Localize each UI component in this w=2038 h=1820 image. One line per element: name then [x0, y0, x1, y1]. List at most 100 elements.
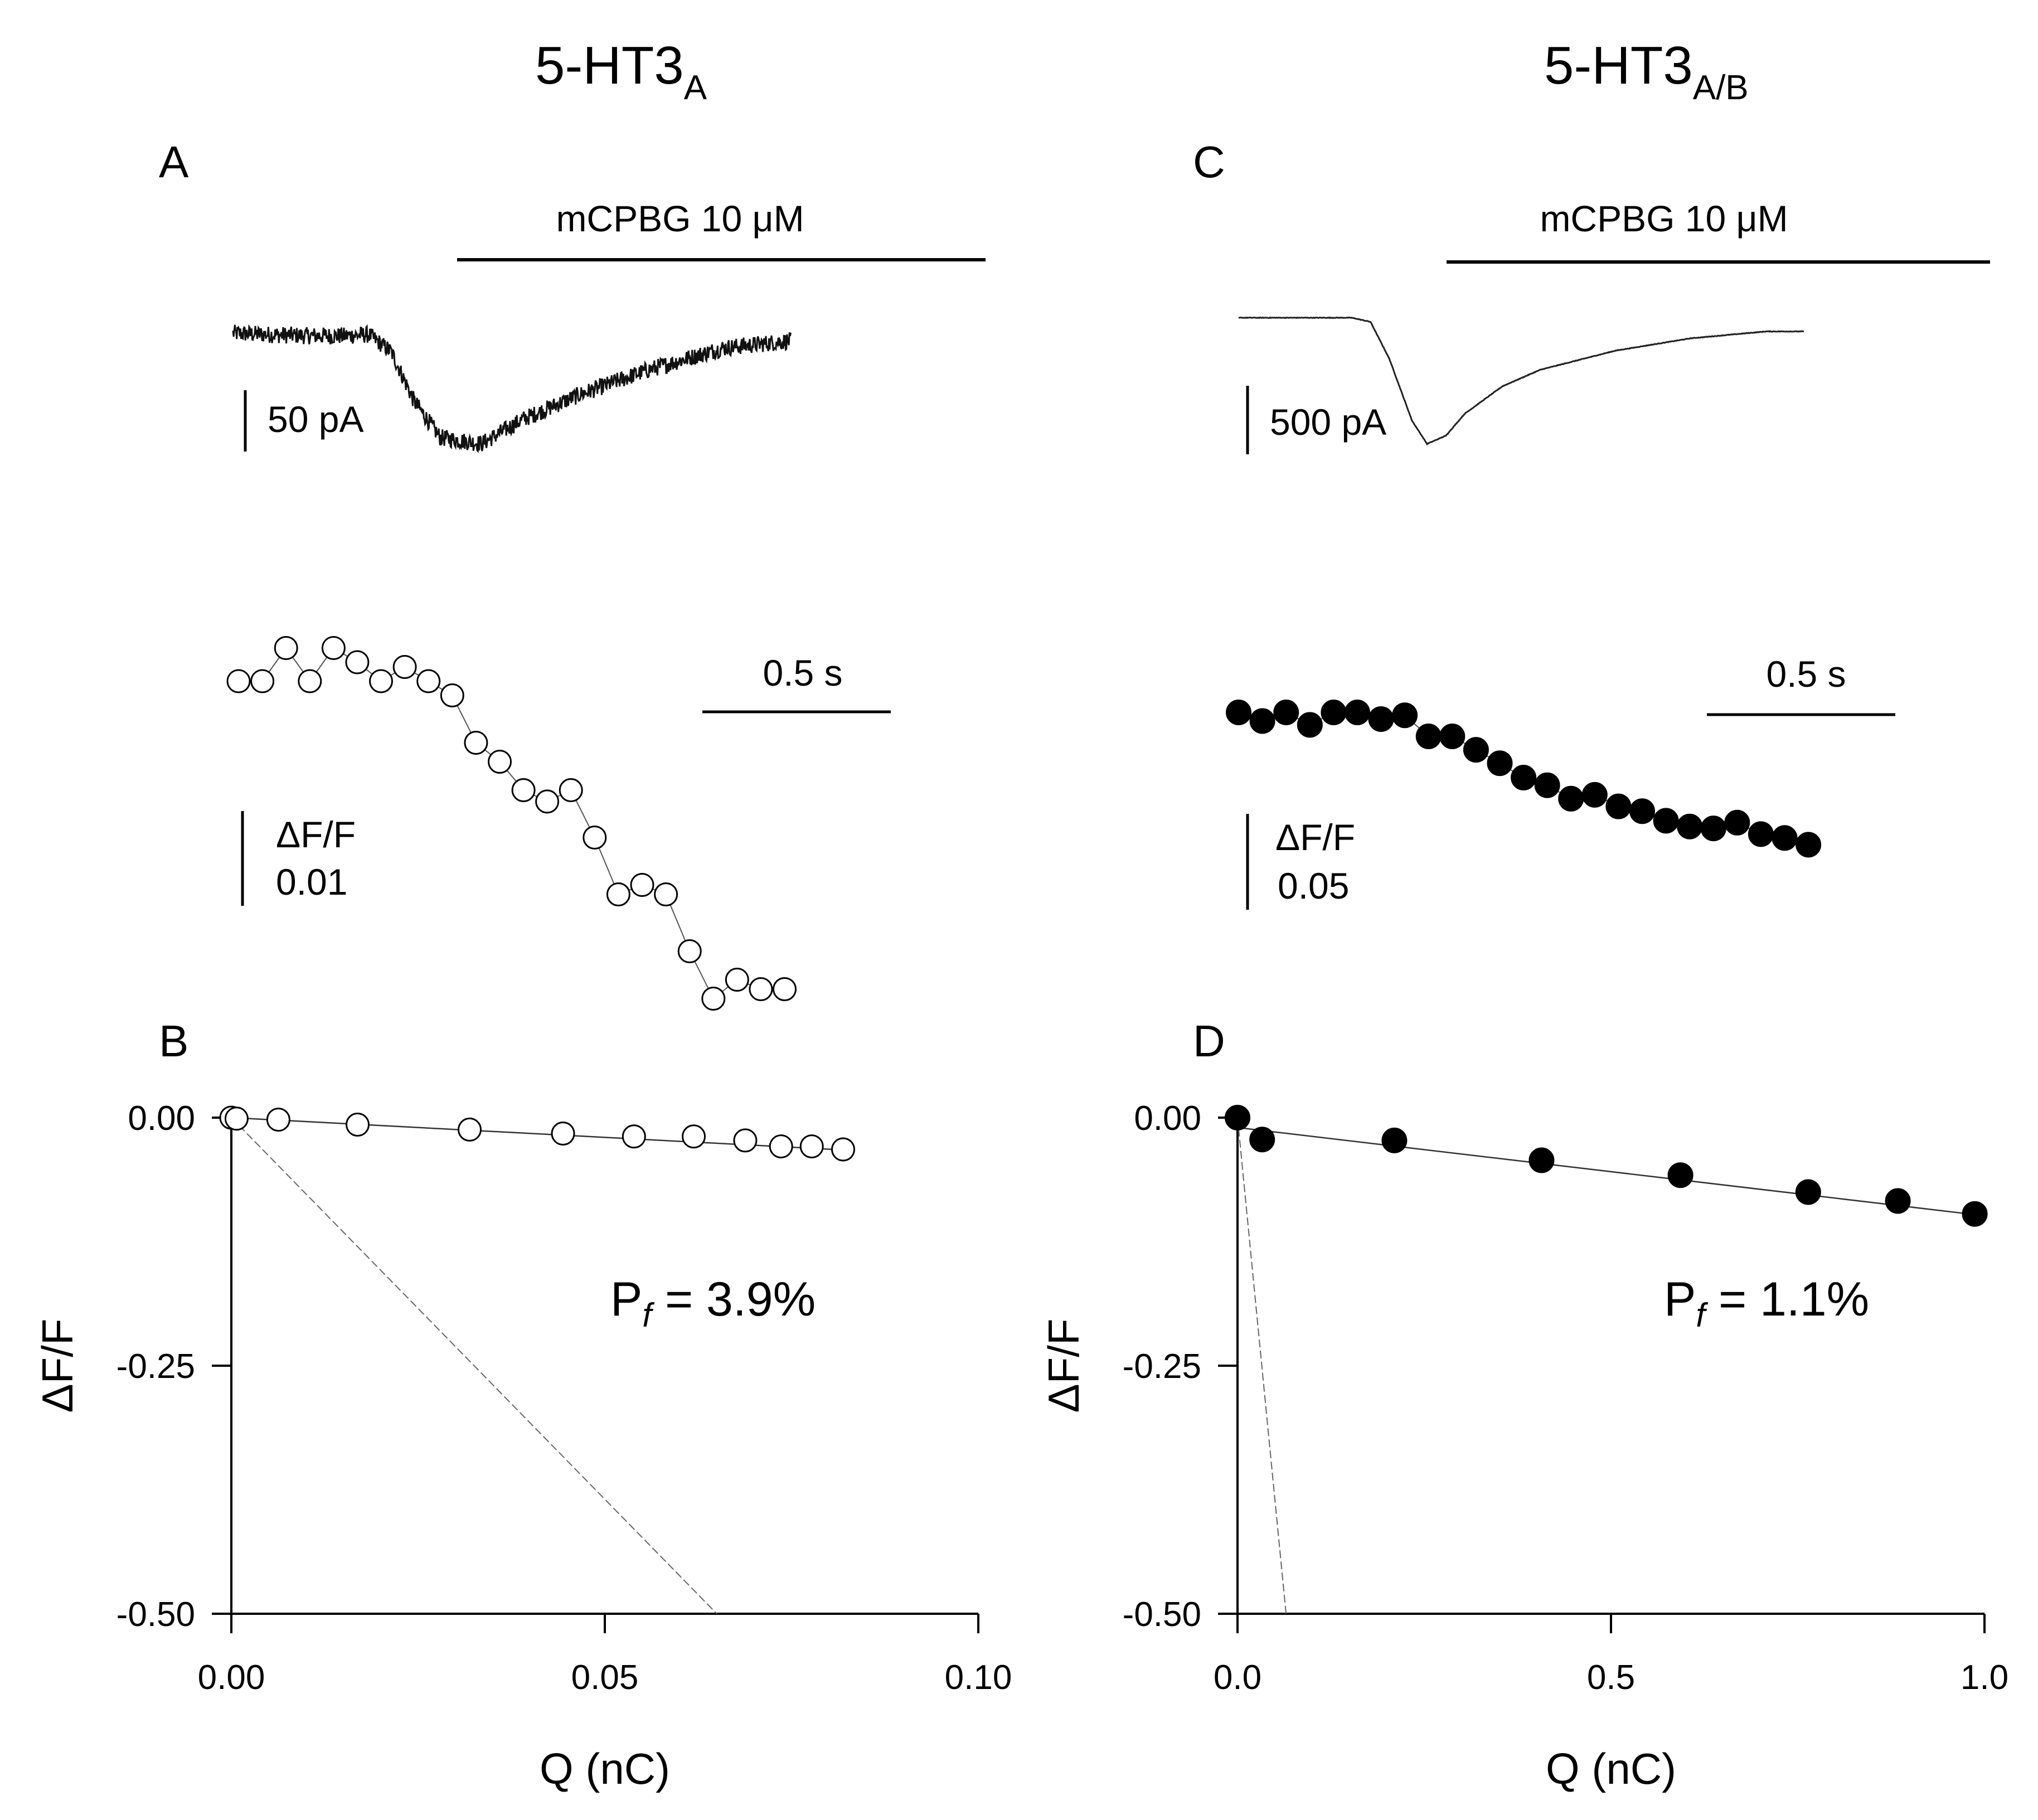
axes-b: 0.00 -0.25 -0.50 0.00 0.05 0.10 Q (nC) Δ…: [33, 1099, 1012, 1793]
title-left: 5-HT3A: [535, 36, 707, 107]
fluor-a-point: [392, 655, 417, 679]
fluor-c-point: [1463, 737, 1489, 763]
scale-value-fluor-a: 0.01: [276, 861, 347, 902]
plot-b-group: [219, 1105, 855, 1614]
fluor-c-point: [1629, 798, 1655, 824]
plot-d-group: [1225, 1105, 1988, 1614]
y-tick-label-b-1: -0.25: [117, 1347, 195, 1386]
fluor-c-point: [1226, 700, 1251, 725]
fluor-c-point: [1796, 832, 1822, 858]
plot-d-point: [1885, 1188, 1911, 1214]
plot-b-point: [458, 1117, 482, 1142]
y-tick-label-b-0: 0.00: [128, 1099, 195, 1138]
current-trace-c-group: [1238, 316, 1804, 446]
scale-label-time-a: 0.5 s: [763, 652, 842, 693]
fluor-a-point: [298, 669, 322, 693]
fluor-c-point: [1653, 808, 1679, 834]
scale-label-time-c: 0.5 s: [1766, 653, 1846, 695]
plot-d-point: [1795, 1179, 1821, 1205]
fluor-a-point: [511, 778, 536, 802]
x-axis-label-b: Q (nC): [540, 1744, 670, 1793]
fluor-c-point: [1297, 712, 1323, 738]
fluor-c-point: [1677, 813, 1703, 839]
scale-label-fluor-c: ΔF/F: [1275, 817, 1355, 858]
plot-d-point: [1667, 1162, 1694, 1188]
y-tick-label-b-2: -0.50: [117, 1595, 195, 1634]
fluor-a-point: [654, 882, 678, 906]
fluor-a-point: [701, 987, 726, 1011]
fluor-a-point: [677, 939, 702, 963]
y-axis-label-b: ΔF/F: [33, 1318, 82, 1413]
fluor-a-point: [559, 778, 583, 802]
panel-label-c: C: [1193, 137, 1225, 187]
fluor-a-point: [488, 750, 512, 774]
fluor-a-point: [464, 731, 488, 755]
scale-label-current-c: 500 pA: [1270, 401, 1386, 443]
current-trace-a: [232, 324, 792, 453]
plot-b-point: [733, 1128, 758, 1153]
fluor-c-point: [1321, 700, 1347, 725]
fluor-a-point: [416, 669, 441, 693]
x-tick-label-d-0: 0.0: [1214, 1658, 1261, 1697]
fluor-c-point: [1368, 706, 1394, 732]
y-tick-label-d-2: -0.50: [1123, 1595, 1201, 1634]
fluor-c-point: [1511, 765, 1537, 790]
y-tick-label-d-0: 0.00: [1134, 1099, 1201, 1138]
fluor-c-point: [1581, 782, 1608, 808]
current-trace-c: [1238, 316, 1804, 446]
x-tick-label-d-1: 0.5: [1587, 1658, 1635, 1697]
fluor-series-a-group: [226, 636, 797, 1011]
fluor-a-point: [321, 636, 346, 660]
fluor-c-point: [1487, 750, 1513, 776]
fluor-c-point: [1249, 708, 1275, 734]
fluor-a-point: [583, 826, 607, 850]
plot-d-fit-line: [1237, 1127, 1977, 1216]
plot-b-point: [682, 1124, 706, 1149]
fluor-a-point: [535, 789, 560, 814]
panel-label-a: A: [159, 137, 189, 187]
plot-b-point: [831, 1137, 855, 1162]
plot-d-point: [1225, 1105, 1250, 1130]
plot-d-point: [1528, 1147, 1555, 1173]
plot-b-point: [769, 1134, 793, 1159]
y-tick-label-d-1: -0.25: [1123, 1347, 1201, 1386]
x-axis-label-d: Q (nC): [1546, 1744, 1676, 1793]
plot-d-reference-line: [1237, 1117, 1287, 1614]
fluor-c-point: [1534, 772, 1560, 798]
plot-b-point: [346, 1113, 370, 1137]
fluor-a-point: [440, 683, 464, 707]
fluor-c-point: [1439, 724, 1466, 749]
fluor-a-point: [630, 873, 654, 897]
scale-value-fluor-c: 0.05: [1278, 865, 1349, 906]
fluor-c-point: [1772, 825, 1798, 851]
pf-label-b: Pf = 3.9%: [610, 1273, 816, 1334]
panel-label-b: B: [159, 1016, 188, 1066]
plot-d-point: [1381, 1127, 1408, 1153]
plot-b-point: [622, 1124, 646, 1149]
plot-b-point: [266, 1108, 290, 1132]
fluor-c-point: [1344, 700, 1370, 725]
x-tick-label-b-0: 0.00: [198, 1658, 265, 1697]
fluor-a-point: [606, 882, 630, 906]
fluor-c-point: [1558, 785, 1584, 812]
x-tick-label-b-1: 0.05: [571, 1658, 639, 1697]
plot-b-point: [224, 1106, 249, 1131]
x-tick-label-b-2: 0.10: [945, 1658, 1012, 1697]
fluor-a-point: [749, 977, 773, 1001]
fluor-c-point: [1273, 700, 1299, 725]
fluor-c-point: [1700, 816, 1726, 842]
fluor-series-c-group: [1226, 700, 1822, 858]
fluor-c-point: [1605, 793, 1632, 819]
plot-b-point: [799, 1134, 824, 1159]
plot-b-fit-line: [231, 1117, 852, 1151]
fluor-a-point: [725, 968, 749, 992]
fluor-a-point: [226, 669, 251, 693]
pf-label-d: Pf = 1.1%: [1664, 1273, 1869, 1334]
x-tick-label-d-2: 1.0: [1961, 1658, 2008, 1697]
plot-b-reference-line: [231, 1117, 717, 1614]
fluor-c-point: [1724, 809, 1750, 836]
plot-d-point: [1249, 1127, 1275, 1153]
y-axis-label-d: ΔF/F: [1039, 1318, 1088, 1413]
plot-b-point: [551, 1122, 575, 1146]
